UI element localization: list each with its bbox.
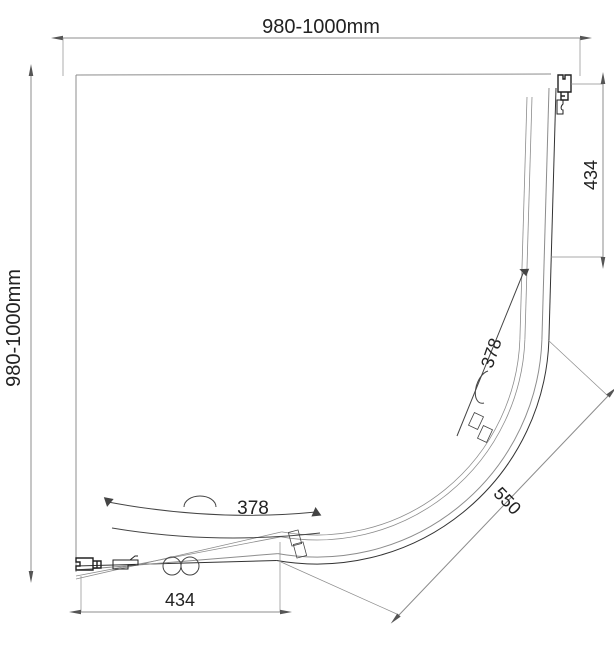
svg-text:378: 378 (237, 498, 269, 519)
svg-text:980-1000mm: 980-1000mm (262, 16, 380, 38)
svg-text:434: 434 (165, 590, 195, 610)
svg-text:980-1000mm: 980-1000mm (3, 269, 25, 387)
svg-text:434: 434 (581, 160, 601, 190)
